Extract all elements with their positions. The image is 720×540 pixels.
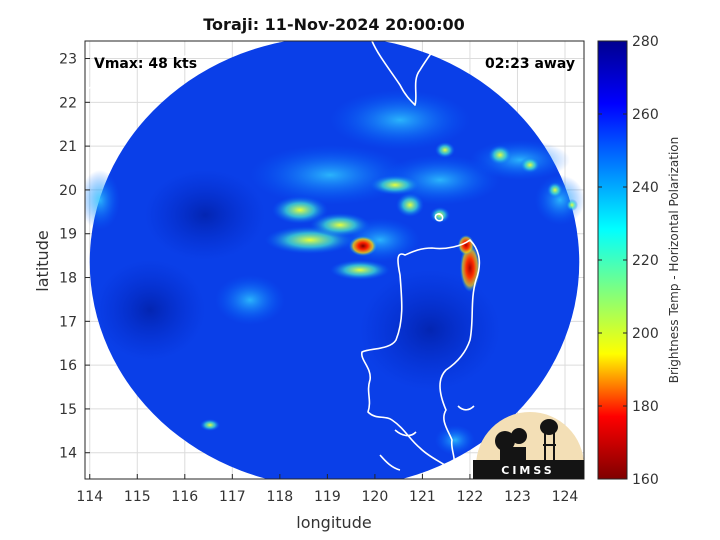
water-tower-icon (540, 419, 558, 460)
coastline (182, 41, 219, 59)
colorbar-label: Brightness Temp - Horizontal Polarizatio… (667, 137, 681, 384)
logo-banner (473, 460, 584, 479)
colorbar-gradient (597, 40, 628, 480)
brightness-temp-cell (215, 275, 285, 325)
y-axis-ticks: 14 15 16 17 18 19 20 21 22 23 (59, 52, 90, 462)
x-tick-label: 121 (409, 489, 436, 505)
y-tick-label: 18 (59, 271, 77, 287)
brightness-temp-cell (250, 145, 410, 205)
logo-text: CIMSS (501, 464, 554, 477)
y-tick-label: 15 (59, 402, 77, 418)
brightness-temp-cell (95, 260, 205, 360)
y-tick-label: 23 (59, 52, 77, 68)
plot-area: 114 115 116 117 118 119 120 121 122 123 124 14 15 16… (59, 40, 585, 505)
brightness-temp-cell (330, 260, 390, 280)
coastline (85, 59, 151, 91)
y-axis-label: latitude (33, 230, 52, 291)
x-tick-label: 115 (124, 489, 151, 505)
x-tick-label: 124 (552, 489, 579, 505)
y-tick-label: 22 (59, 95, 77, 111)
brightness-temp-cell (547, 182, 563, 198)
x-tick-label: 123 (504, 489, 531, 505)
satellite-swath (85, 41, 584, 479)
brightness-temp-cell (430, 207, 450, 223)
colorbar: 160 180 200 220 240 260 280 Brightness Temp - … (597, 34, 681, 488)
coastline (379, 405, 475, 471)
time-away-annotation: 02:23 away (485, 56, 575, 72)
brightness-temp-cell (370, 175, 420, 195)
axes-frame (84, 40, 585, 480)
brightness-temp-cell (200, 419, 220, 431)
colorbar-tick-label: 200 (632, 326, 659, 342)
x-tick-label: 120 (362, 489, 389, 505)
colorbar-tick-label: 280 (632, 34, 659, 50)
y-tick-label: 14 (59, 446, 77, 462)
vmax-annotation: Vmax: 48 kts (94, 56, 197, 72)
coastline (371, 41, 441, 106)
brightness-temp-cell (272, 196, 328, 224)
brightness-temp-cell (470, 140, 570, 180)
brightness-temp-cell (360, 270, 500, 390)
coastline (434, 213, 444, 222)
colorbar-tick-label: 220 (632, 253, 659, 269)
y-tick-label: 16 (59, 358, 77, 374)
x-tick-label: 114 (76, 489, 103, 505)
brightness-temp-cell (566, 199, 578, 211)
brightness-temp-cell (535, 175, 584, 225)
satellite-dishes-icon (495, 428, 527, 461)
brightness-temp-cell (85, 170, 120, 230)
x-axis-label: longitude (296, 513, 371, 532)
cimss-logo: CIMSS (473, 412, 584, 479)
colorbar-ticks: 160 180 200 220 240 260 280 (598, 34, 659, 488)
y-tick-label: 20 (59, 183, 77, 199)
brightness-temp-cell (460, 244, 480, 292)
colorbar-tick-label: 260 (632, 107, 659, 123)
x-axis-ticks: 114 115 116 117 118 119 120 121 122 123 124 (76, 474, 578, 505)
coastlines (85, 41, 481, 471)
brightness-temp-cell (488, 145, 512, 165)
colorbar-tick-label: 240 (632, 180, 659, 196)
colorbar-tick-label: 180 (632, 399, 659, 415)
brightness-temp-cell (330, 90, 470, 150)
brightness-temp-cell (349, 236, 377, 256)
x-tick-label: 122 (457, 489, 484, 505)
x-tick-label: 119 (314, 489, 341, 505)
y-tick-label: 17 (59, 314, 77, 330)
coastline (361, 239, 481, 471)
brightness-temp-cell (435, 425, 475, 455)
x-tick-label: 118 (266, 489, 293, 505)
y-tick-label: 21 (59, 139, 77, 155)
colorbar-tick-label: 160 (632, 472, 659, 488)
brightness-temp-cell (520, 157, 540, 173)
chart-title: Toraji: 11-Nov-2024 20:00:00 (203, 15, 464, 34)
brightness-temp-cell (145, 170, 265, 260)
x-tick-label: 117 (219, 489, 246, 505)
brightness-temp-cell (310, 213, 370, 237)
x-tick-label: 116 (171, 489, 198, 505)
brightness-temp-cell (396, 193, 424, 217)
y-tick-label: 19 (59, 227, 77, 243)
brightness-temp-cell (435, 142, 455, 158)
